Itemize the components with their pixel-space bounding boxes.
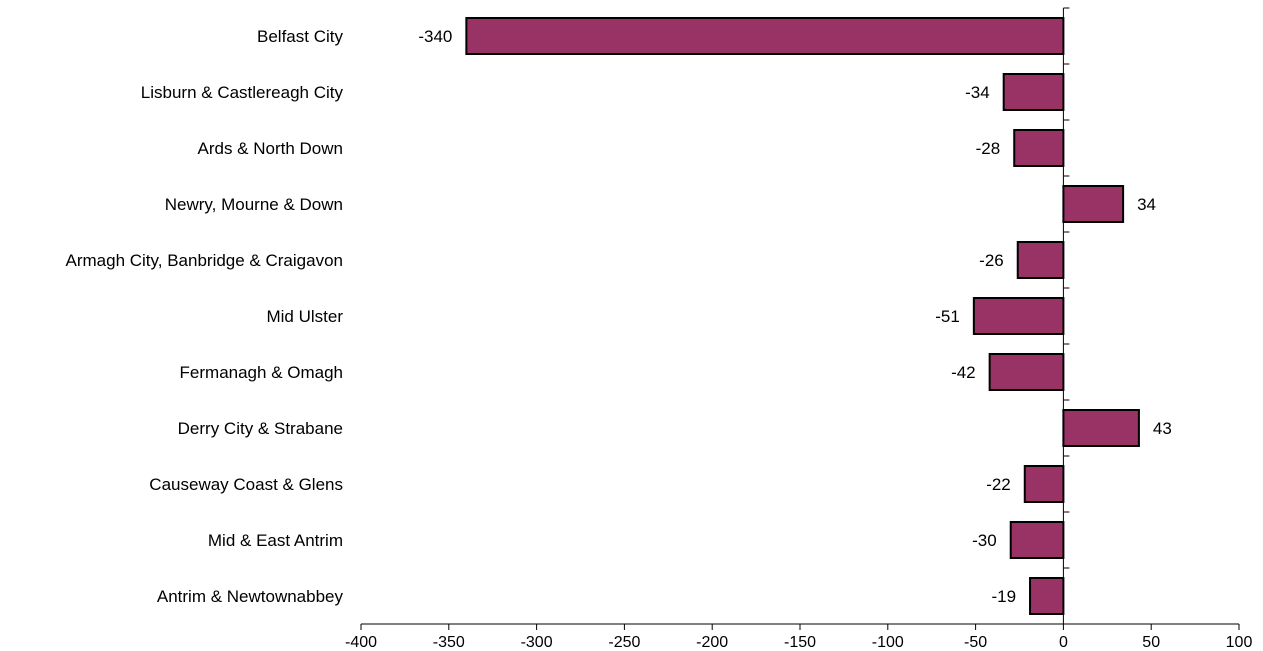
data-label: -30: [972, 531, 997, 550]
bar: [1023, 465, 1065, 503]
category-label: Newry, Mourne & Down: [165, 195, 343, 214]
category-label: Derry City & Strabane: [178, 419, 343, 438]
x-tick-label: -200: [696, 634, 728, 651]
x-tick-label: 50: [1142, 634, 1160, 651]
x-tick-label: -400: [345, 634, 377, 651]
bar: [1009, 521, 1065, 559]
data-label: -22: [986, 475, 1011, 494]
category-label: Causeway Coast & Glens: [149, 475, 343, 494]
x-tick-label: -300: [521, 634, 553, 651]
data-label: -19: [991, 587, 1016, 606]
bar: [1062, 409, 1140, 447]
x-tick-label: -50: [964, 634, 987, 651]
data-label: -28: [976, 139, 1001, 158]
bar: [1062, 185, 1125, 223]
x-tick-label: -100: [872, 634, 904, 651]
data-label: 34: [1137, 195, 1156, 214]
bar: [988, 353, 1065, 391]
category-label: Fermanagh & Omagh: [180, 363, 343, 382]
x-tick-label: -350: [433, 634, 465, 651]
category-label: Mid Ulster: [266, 307, 343, 326]
bar: [972, 297, 1065, 335]
x-tick-label: -250: [608, 634, 640, 651]
x-tick-label: 0: [1059, 634, 1068, 651]
category-label: Ards & North Down: [198, 139, 344, 158]
category-label: Antrim & Newtownabbey: [157, 587, 344, 606]
data-label: -51: [935, 307, 960, 326]
bar: [1016, 241, 1065, 279]
bar: [465, 17, 1065, 55]
x-tick-label: 100: [1226, 634, 1253, 651]
bar: [1002, 73, 1065, 111]
data-label: -42: [951, 363, 976, 382]
data-label: -340: [418, 27, 452, 46]
bar: [1013, 129, 1065, 167]
data-label: -34: [965, 83, 990, 102]
data-label: 43: [1153, 419, 1172, 438]
category-label: Belfast City: [257, 27, 343, 46]
category-label: Armagh City, Banbridge & Craigavon: [66, 251, 344, 270]
data-label: -26: [979, 251, 1004, 270]
category-label: Lisburn & Castlereagh City: [141, 83, 344, 102]
category-label: Mid & East Antrim: [208, 531, 343, 550]
bar: [1029, 577, 1065, 615]
x-tick-label: -150: [784, 634, 816, 651]
